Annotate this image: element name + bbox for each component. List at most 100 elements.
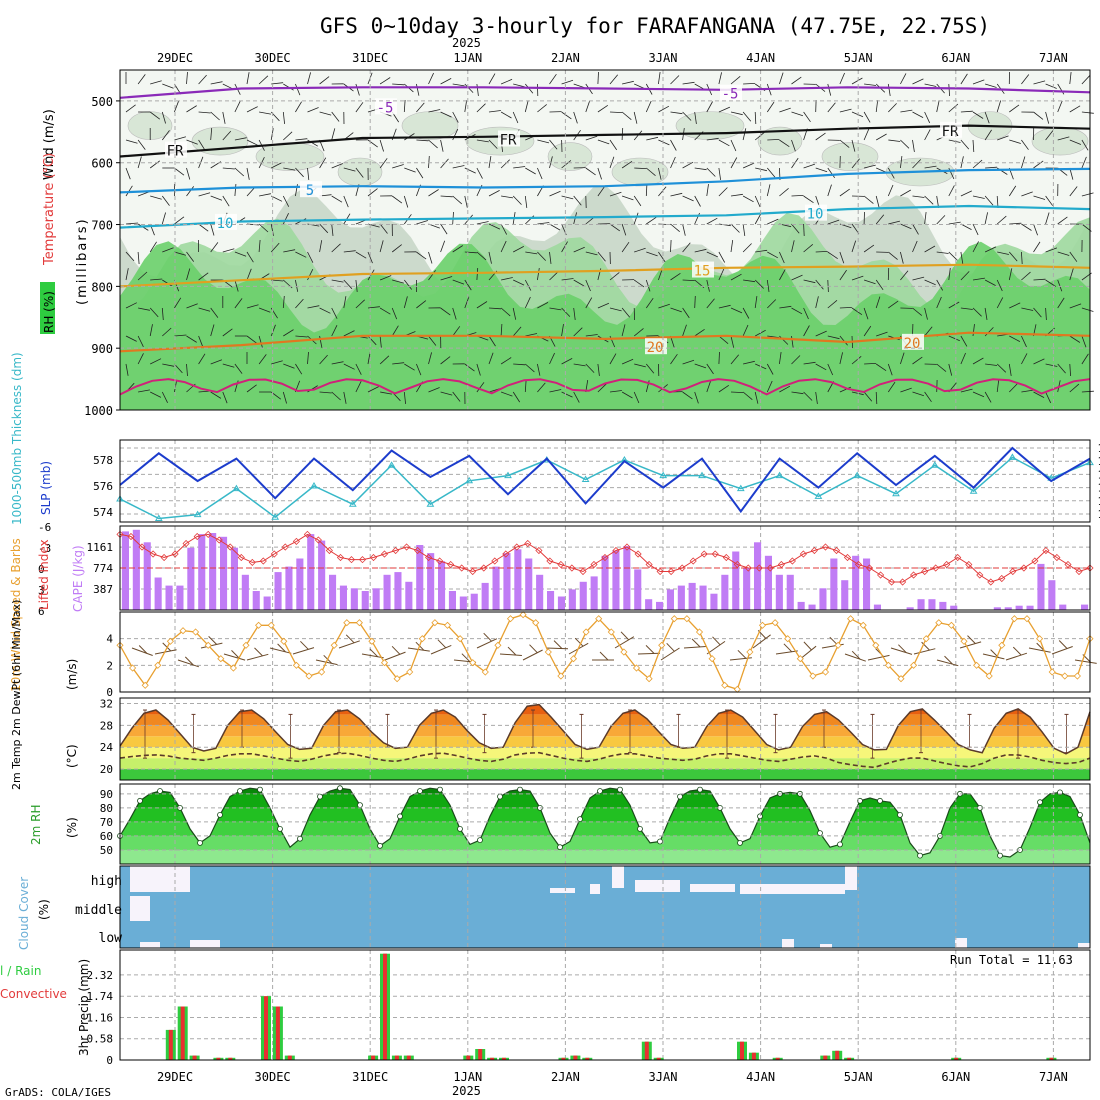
surface-wind-barb-feather (1058, 640, 1068, 649)
upper-wind-barb (597, 167, 602, 180)
thickness-marker (581, 475, 590, 482)
upper-wind-barb (924, 307, 928, 320)
upper-wind-barb (524, 100, 529, 113)
upper-wind-barb (488, 73, 496, 85)
upper-wind-barb (997, 135, 1009, 141)
isotherm-label-bg (215, 213, 237, 230)
surface-wind-barb-feather (437, 639, 447, 649)
upper-wind-barb (912, 111, 924, 118)
cape-bar (405, 581, 413, 610)
upper-wind-barb (948, 83, 950, 97)
upper-wind-barb (379, 335, 382, 348)
upper-wind-barb (827, 251, 838, 260)
upper-wind-barb (524, 296, 531, 309)
upper-wind-barb (476, 83, 479, 96)
bottom-date-label: 4JAN (746, 1070, 775, 1084)
cloud-frame (119, 865, 1091, 949)
upper-wind-barb (1045, 130, 1054, 141)
surface-wind-barb-feather (277, 643, 286, 653)
upper-wind-barb (730, 193, 743, 197)
upper-wind-barb (416, 102, 425, 113)
upper-wind-barb (948, 251, 958, 261)
upper-wind-barb (464, 363, 475, 372)
surface-wind-barb-feather (803, 641, 812, 651)
upper-wind-barb (670, 307, 682, 313)
upper-wind-barb (742, 223, 746, 236)
upper-wind-barb (972, 357, 984, 365)
cape-li-panel: -6 -3 0 3 6 387 774 1161 (38, 521, 1094, 618)
wind-speed-marker (645, 675, 653, 683)
cape-bar (852, 555, 860, 610)
rh-marker (817, 830, 823, 836)
upper-wind-barb (500, 240, 507, 253)
cape-bar (612, 550, 620, 610)
upper-wind-barb (549, 223, 561, 231)
upper-wind-barb (985, 166, 998, 169)
upper-wind-barb (137, 271, 148, 281)
upper-wind-barb (839, 352, 843, 365)
upper-wind-barb (851, 158, 860, 169)
li-marker (711, 550, 719, 558)
isotherm-label-bg (805, 204, 827, 221)
upper-wind-barb (827, 184, 832, 197)
cloud-gap (190, 940, 220, 948)
li-marker (799, 550, 807, 558)
upper-wind-barb (924, 111, 931, 124)
surface-wind-barb (982, 653, 1005, 660)
wind-speed-marker (809, 672, 817, 680)
surface-wind-barb (154, 649, 177, 655)
upper-wind-barb (161, 111, 166, 124)
upper-wind-barb (633, 279, 645, 288)
upper-wind-barb (452, 111, 459, 123)
upper-wind-barb (331, 307, 338, 319)
rh-band (120, 788, 1090, 794)
li-marker (436, 557, 444, 565)
upper-wind-barb (730, 354, 740, 365)
upper-wind-barb (513, 363, 526, 366)
cape-bar (525, 558, 533, 610)
upper-wind-barb (718, 72, 722, 85)
upper-wind-barb (246, 384, 257, 393)
upper-wind-barb (863, 307, 869, 320)
rh-tick-label: 70 (100, 816, 113, 829)
isotherm-label-bg (645, 338, 667, 355)
upper-wind-barb (452, 326, 461, 337)
wind-speed-marker (292, 661, 300, 669)
upper-wind-barb (972, 111, 984, 119)
surface-wind-barb (131, 647, 153, 656)
footer-credit: GrADS: COLA/IGES (5, 1086, 111, 1099)
wind-speed-marker (267, 621, 275, 629)
upper-wind-barb (1045, 391, 1052, 404)
upper-wind-barb (500, 357, 512, 365)
upper-wind-barb (1045, 111, 1050, 124)
upper-wind-barb (682, 81, 695, 85)
upper-wind-barb (730, 223, 740, 233)
upper-wind-barb (488, 223, 501, 230)
upper-wind-barb (851, 139, 856, 152)
li-marker (1075, 567, 1083, 576)
upper-wind-barb (561, 79, 574, 85)
surface-wind-barb-feather (461, 653, 471, 663)
upper-wind-barb (428, 72, 434, 85)
upper-wind-barb (839, 188, 850, 197)
li-marker (954, 553, 962, 562)
upper-wind-barb (621, 111, 632, 121)
upper-wind-barb (645, 297, 654, 309)
li-marker (149, 550, 157, 558)
upper-wind-barb (900, 156, 903, 169)
precip-convective-bar (287, 1055, 292, 1060)
upper-wind-barb (803, 163, 816, 169)
upper-wind-barb (524, 195, 528, 208)
upper-wind-barb (440, 195, 453, 198)
upper-wind-barb (900, 109, 913, 113)
bottom-date-label: 29DEC (157, 1070, 193, 1084)
cape-tick-label: 774 (93, 562, 113, 575)
upper-wind-barb (513, 279, 525, 286)
li-marker (854, 560, 863, 569)
surface-wind-barb-feather (138, 645, 148, 654)
li-marker (910, 571, 918, 579)
upper-wind-barb (161, 307, 164, 321)
li-marker (832, 546, 841, 555)
surface-wind-barb (292, 647, 315, 655)
surface-wind-barb-feather (162, 642, 172, 652)
